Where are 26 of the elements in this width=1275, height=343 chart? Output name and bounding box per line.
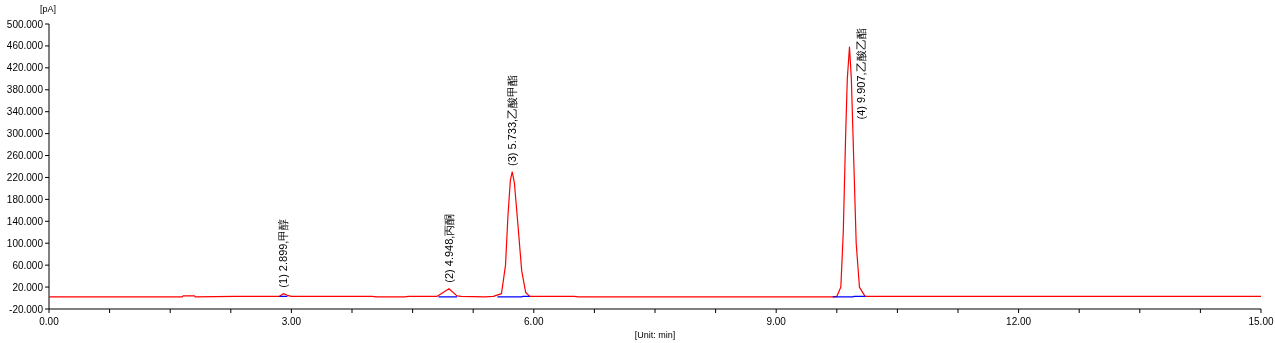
y-tick-label: 380.000 (6, 84, 44, 96)
x-tick-label: 3.00 (281, 316, 302, 327)
y-tick-label: 500.000 (6, 18, 44, 30)
y-tick-label: 20.000 (12, 281, 44, 293)
y-tick-label: 300.000 (6, 128, 44, 140)
x-tick-label: 15.00 (1248, 316, 1274, 327)
y-axis-title: [pA] (40, 4, 57, 14)
annotation: (3) 5.733,乙酸甲酯 (506, 74, 519, 166)
y-tick-label: 460.000 (6, 40, 44, 52)
y-tick-label: 60.000 (12, 259, 44, 271)
y-tick-label: 340.000 (6, 106, 44, 118)
y-tick-label: 260.000 (6, 150, 44, 162)
annotation: (1) 2.899,甲醇 (277, 218, 290, 288)
x-tick-label: 0.00 (39, 316, 60, 327)
y-tick-label: -20.000 (9, 303, 44, 315)
y-tick-label: 100.000 (6, 237, 44, 249)
x-tick-label: 12.00 (1006, 316, 1032, 327)
x-axis-title: [Unit: min] (634, 330, 676, 340)
y-tick-label: 420.000 (6, 62, 44, 74)
annotation: (4) 9.907,乙酸乙酯 (855, 28, 868, 120)
y-tick-label: 140.000 (6, 215, 44, 227)
y-tick-label: 180.000 (6, 193, 44, 205)
x-tick-label: 9.00 (766, 316, 787, 327)
annotation: (2) 4.948,丙酮 (442, 213, 455, 283)
x-tick-label: 6.00 (524, 316, 544, 327)
y-tick-label: 220.000 (6, 171, 44, 183)
